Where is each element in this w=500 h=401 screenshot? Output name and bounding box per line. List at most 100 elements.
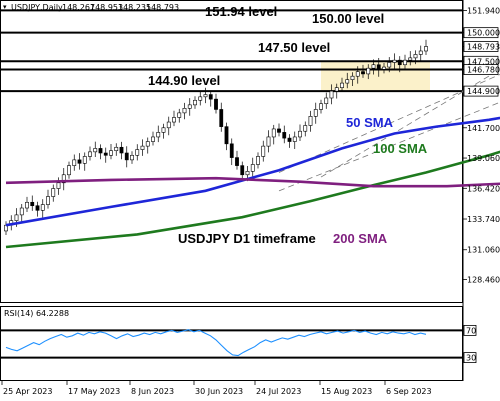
y-tick-label: 147.500 [467,57,500,66]
candle-body [319,103,323,110]
candle-body [397,59,402,66]
candle-body [166,121,171,129]
y-tick-box [463,85,499,97]
candle-body [4,224,8,232]
rsi-tick-box [463,324,477,336]
candle-body [14,214,19,221]
candle-body [282,132,287,139]
chart-header: ▾ USDJPY,Daily 148.267 148.953 148.235 1… [3,3,179,12]
rsi-line [5,329,427,357]
moving-averages [5,116,500,249]
candle-body [67,165,71,176]
sma200-label: 200 SMA [333,231,388,246]
annotations: 151.94 level 150.00 level 147.50 level 144.… [148,4,428,246]
candle-body [135,149,140,156]
candle-body [145,141,150,147]
candle-body [261,145,266,157]
ohlc-high: 148.953 [90,3,123,12]
candle-body [19,207,24,216]
candle-body [109,150,113,156]
level-label-151-94: 151.94 level [205,4,277,19]
y-tick-label: 141.700 [467,124,500,133]
candle-body [361,71,365,75]
candle-body [161,127,166,133]
candle-body [256,156,260,165]
y-tick-box [463,64,499,75]
sma100-label: 100 SMA [373,141,428,156]
y-tick-label: 144.900 [467,87,500,96]
candle-body [124,152,129,161]
y-tick-label: 128.460 [467,276,500,285]
candle-body [88,151,92,157]
rsi-tick-box [463,352,477,364]
x-tick-label: 15 Aug 2023 [321,387,372,396]
y-tick-label: 133.740 [467,215,500,224]
candle-body [424,46,428,52]
candle-body [324,97,329,105]
level-label-150-00: 150.00 level [312,11,384,26]
candle-body [56,182,61,189]
candle-body [177,112,182,118]
candle-body [387,62,392,68]
rsi-panel-frame [0,306,463,381]
x-tick-label: 6 Sep 2023 [386,387,432,396]
symbol-marker-icon: ▾ [3,4,7,11]
rsi-tick-label: 30 [466,354,476,363]
candle-body [172,117,176,123]
candle-body [130,154,134,161]
y-tick-label: 146.780 [467,66,500,75]
x-tick-label: 24 Jul 2023 [256,387,301,396]
candle-body [308,116,313,126]
candle-body [245,171,250,176]
candle-body [77,159,82,164]
candle-body [182,108,187,114]
candle-body [40,204,45,211]
candlesticks [4,39,428,235]
candle-body [25,201,29,209]
candle-body [98,148,103,154]
candle-body [355,71,360,77]
candle-body [382,66,386,70]
time-axis: 25 Apr 2023 17 May 2023 8 Jun 2023 30 Jun 2… [1,381,432,396]
rsi-tick-label: 70 [466,326,476,335]
x-tick-label: 8 Jun 2023 [131,387,174,396]
level-label-144-90: 144.90 level [148,73,220,88]
horizontal-levels [1,9,463,93]
y-tick-box [463,41,499,52]
candle-body [198,96,203,101]
candle-body [277,128,281,133]
x-tick-label: 30 Jun 2023 [195,387,243,396]
candle-body [140,145,145,150]
candle-body [376,64,381,70]
candle-body [203,94,208,98]
highlight-rect [321,61,430,92]
y-tick-label: 148.793 [467,42,500,51]
candle-body [214,98,218,110]
ohlc-close: 148.793 [146,3,179,12]
x-tick-label: 17 May 2023 [68,387,120,396]
consolidation-highlight [321,61,430,92]
candle-body [287,137,292,142]
candle-body [156,132,161,138]
candle-body [46,196,50,205]
candle-body [193,99,197,106]
candle-body [371,64,376,69]
candle-body [334,87,339,92]
candle-body [103,152,108,156]
candle-body [235,157,239,166]
candle-body [392,59,397,63]
chart-title: USDJPY D1 timeframe [178,231,316,246]
candle-body [35,205,40,211]
candle-body [413,54,418,59]
sma-line [5,116,500,227]
candle-body [313,109,318,117]
ohlc-low: 148.235 [118,3,151,12]
ohlc-open: 148.267 [62,3,95,12]
candle-body [224,126,229,145]
candle-body [187,104,192,109]
candle-body [292,136,297,142]
symbol-label: USDJPY,Daily [11,3,63,12]
